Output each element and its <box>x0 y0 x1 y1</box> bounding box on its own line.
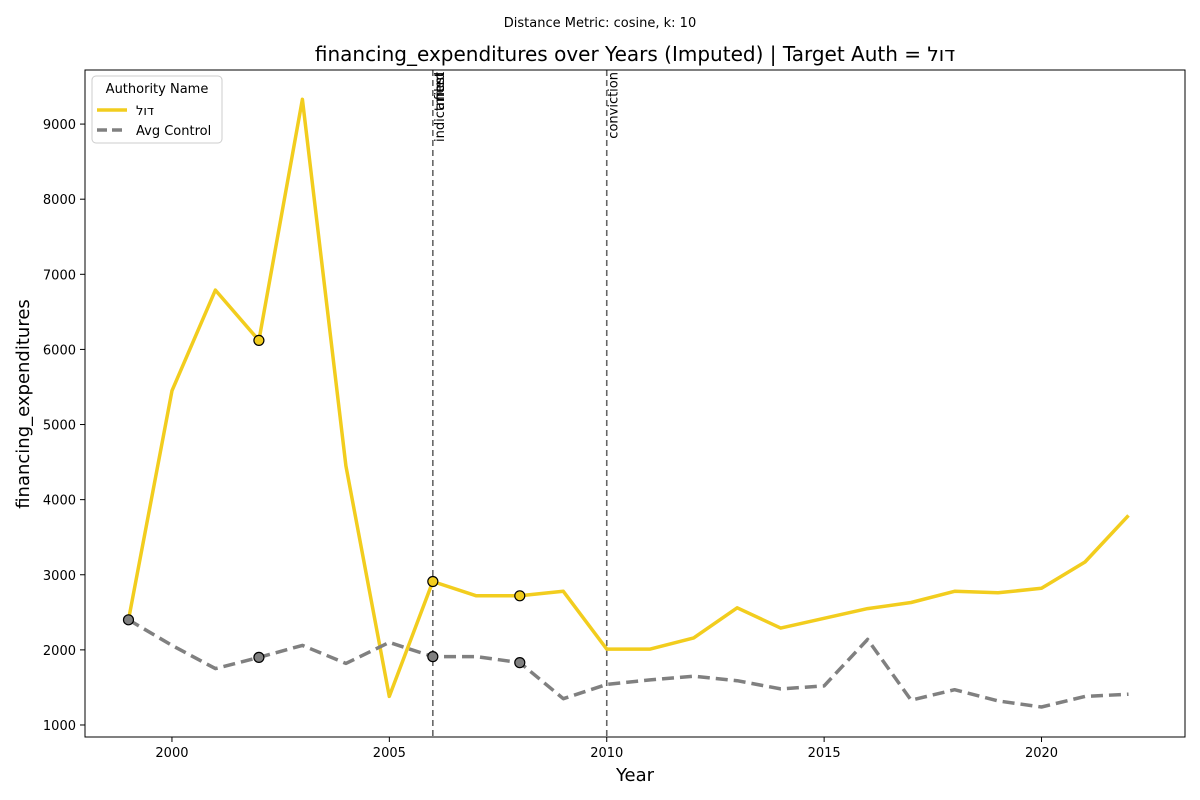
series-line-control <box>127 618 1129 709</box>
legend-frame <box>91 75 223 144</box>
y-tick-label: 2000 <box>43 644 76 659</box>
x-tick-label: 2005 <box>373 746 406 761</box>
x-tick-label: 2020 <box>1025 746 1058 761</box>
y-tick-label: 9000 <box>43 118 76 133</box>
data-point-target <box>253 334 265 347</box>
legend-label-control: Avg Control <box>136 124 211 139</box>
chart-legend: Authority Name דול Avg Control <box>91 75 223 144</box>
x-axis-label: Year <box>615 765 655 786</box>
event-label: indictment <box>433 72 448 142</box>
axes-frame <box>84 69 1186 738</box>
data-point-target <box>427 575 439 588</box>
y-tick-label: 5000 <box>43 419 76 434</box>
y-tick-label: 4000 <box>43 494 76 509</box>
event-label: conviction <box>607 72 622 139</box>
data-point-control <box>253 651 265 663</box>
x-tick-label: 2015 <box>808 746 841 761</box>
data-point-target <box>514 590 526 602</box>
event-label: filed <box>433 72 448 100</box>
y-axis-label: financing_expenditures <box>13 299 34 509</box>
x-tick-label: 2000 <box>155 746 188 761</box>
data-point-control <box>427 651 439 663</box>
series-line-target <box>126 97 1130 699</box>
chart-suptitle: Distance Metric: cosine, k: 10 <box>504 16 696 31</box>
y-tick-label: 3000 <box>43 569 76 584</box>
chart-title: financing_expenditures over Years (Imput… <box>315 42 955 66</box>
y-tick-label: 1000 <box>43 719 76 734</box>
x-tick-label: 2010 <box>590 746 623 761</box>
y-tick-label: 8000 <box>43 193 76 208</box>
plot-area: 2000 2005 2010 2015 2020 1000 2000 3000 4000 5000… <box>43 69 1186 761</box>
event-label: arrest <box>433 72 448 110</box>
data-point-control <box>514 657 526 669</box>
data-point-control <box>122 614 135 626</box>
y-tick-label: 7000 <box>43 268 76 283</box>
legend-title: Authority Name <box>106 82 209 97</box>
legend-label-target: דול <box>136 104 154 119</box>
y-tick-label: 6000 <box>43 343 76 358</box>
